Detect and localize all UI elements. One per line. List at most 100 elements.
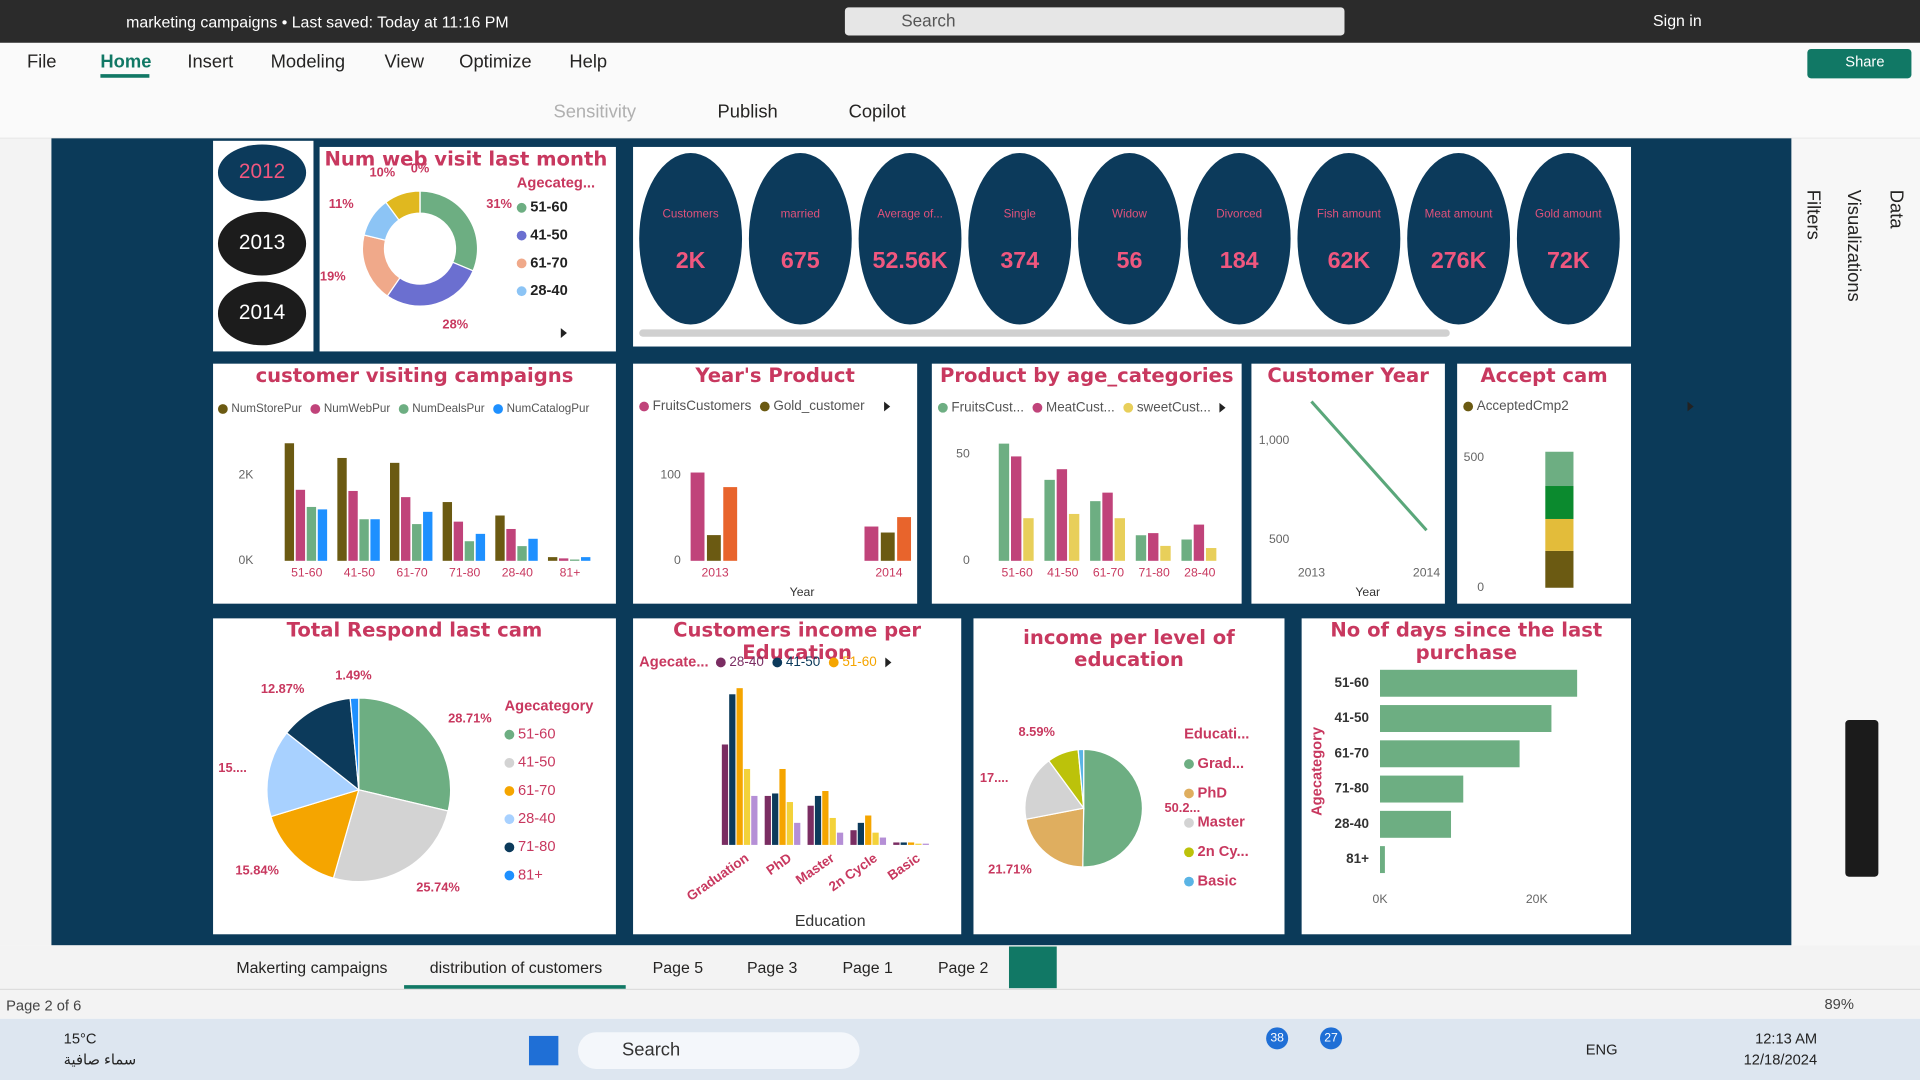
share-button[interactable] (1807, 48, 1912, 79)
y-tick-label: 2K (239, 467, 255, 481)
legend-label: sweetCust... (1137, 399, 1211, 414)
bar (900, 842, 907, 845)
ribbon-button[interactable]: Copilot (849, 100, 906, 121)
bar (547, 557, 558, 561)
add-page-button[interactable] (1008, 946, 1057, 989)
menu-item[interactable]: Help (569, 50, 607, 71)
bar (1114, 518, 1125, 561)
start-button[interactable] (528, 1035, 559, 1066)
page-tab[interactable]: Makerting campaigns (236, 960, 387, 977)
visual-panel (213, 363, 616, 604)
bar (879, 837, 887, 845)
kpi-value: 675 (781, 247, 820, 273)
slice (1025, 807, 1085, 868)
legend-label: AcceptedCmp2 (1477, 398, 1569, 413)
bar (857, 822, 864, 845)
menu-item[interactable]: View (384, 50, 424, 71)
legend-swatch (504, 786, 515, 796)
kpi-value: 184 (1220, 247, 1259, 273)
slicer-item[interactable] (217, 144, 307, 201)
kpi-card (748, 153, 852, 325)
bar (517, 546, 527, 561)
bar (401, 497, 411, 561)
legend-title: Educati... (1184, 727, 1249, 743)
bar (390, 462, 400, 561)
clock-time: 12:13 AM (1755, 1031, 1817, 1047)
visual-title-box: Product by age_categories (940, 365, 1233, 387)
badge (1320, 1027, 1343, 1050)
menu-item[interactable]: Optimize (459, 50, 531, 71)
legend-label: 28-40 (518, 811, 556, 827)
x-tick-label: 28-40 (1184, 565, 1215, 579)
bar (1205, 548, 1217, 561)
x-tick-label: 28-40 (502, 565, 533, 579)
legend-label: FruitsCustomers (653, 398, 752, 413)
menu-item[interactable]: Home (100, 50, 151, 71)
bar (723, 487, 738, 561)
x-tick-label: 2014 (875, 565, 902, 579)
data-label: 17.... (980, 770, 1009, 785)
bar (1148, 533, 1159, 561)
bar-segment (1545, 518, 1574, 551)
slicer-label: 2013 (239, 231, 285, 254)
legend-swatch (759, 401, 770, 412)
search-box[interactable] (844, 7, 1345, 36)
bar (736, 688, 743, 845)
kpi-card (1187, 153, 1291, 325)
menu-item[interactable]: Insert (187, 50, 233, 71)
slicer-label: 2012 (239, 160, 285, 183)
legend-title: Agecateg... (517, 176, 595, 192)
data-label: 31% (486, 196, 512, 211)
data-label: 28.71% (448, 711, 492, 726)
kpi-value: 2K (676, 247, 706, 273)
ribbon-button[interactable]: Sensitivity (553, 100, 636, 121)
bar (1193, 524, 1205, 561)
visual-title: customer visiting campaigns (255, 364, 574, 387)
taskbar-search[interactable] (577, 1032, 860, 1069)
bar (764, 795, 771, 845)
kpi-value: 72K (1547, 247, 1590, 273)
kpi-value: 276K (1431, 247, 1487, 273)
legend-label: 28-40 (530, 283, 568, 299)
legend-swatch (1123, 402, 1134, 413)
page-tab[interactable]: Page 5 (653, 960, 704, 977)
bar (1380, 740, 1520, 768)
page-tab[interactable]: distribution of customers (430, 960, 602, 977)
y-tick-label: 0 (674, 553, 681, 567)
bar (721, 744, 729, 845)
data-label: 19% (320, 268, 346, 283)
page-status: Page 2 of 6 (6, 998, 81, 1014)
share-label[interactable]: Share (1845, 54, 1884, 70)
slice (270, 788, 360, 879)
x-axis-title: Education (795, 913, 866, 930)
x-tick-label: 2013 (701, 565, 728, 579)
legend-swatch (217, 404, 228, 414)
slicer-item[interactable] (217, 211, 307, 276)
page-tab[interactable]: Page 1 (842, 960, 893, 977)
bar (1068, 513, 1080, 561)
y-tick-label: 0K (239, 553, 255, 567)
slicer-item[interactable] (217, 281, 307, 346)
data-label: 21.71% (988, 861, 1032, 876)
visual-title-box: Customers income per Education (673, 620, 921, 664)
visual-panel (633, 618, 962, 935)
ribbon-button[interactable]: Publish (718, 100, 778, 121)
legend-scroll (884, 401, 891, 412)
menu-item[interactable]: Modeling (271, 50, 346, 71)
legend-swatch (639, 401, 649, 412)
visual-title-box: Num web visit last month (324, 148, 607, 170)
legend-label: 71-80 (518, 839, 556, 855)
sign-in[interactable]: Sign in (1653, 13, 1702, 30)
page-tab[interactable]: Page 2 (938, 960, 989, 977)
x-tick-label: 41-50 (1047, 565, 1078, 579)
menu-item[interactable]: File (27, 50, 57, 71)
legend-label: Gold_customer (773, 398, 865, 413)
slice (1024, 759, 1085, 821)
x-axis-title: Year (1355, 585, 1380, 599)
floating-toolbar[interactable] (1845, 720, 1879, 877)
legend-swatch (516, 286, 527, 297)
page-tab[interactable]: Page 3 (747, 960, 798, 977)
slice (1082, 748, 1144, 868)
badge (1266, 1027, 1289, 1050)
